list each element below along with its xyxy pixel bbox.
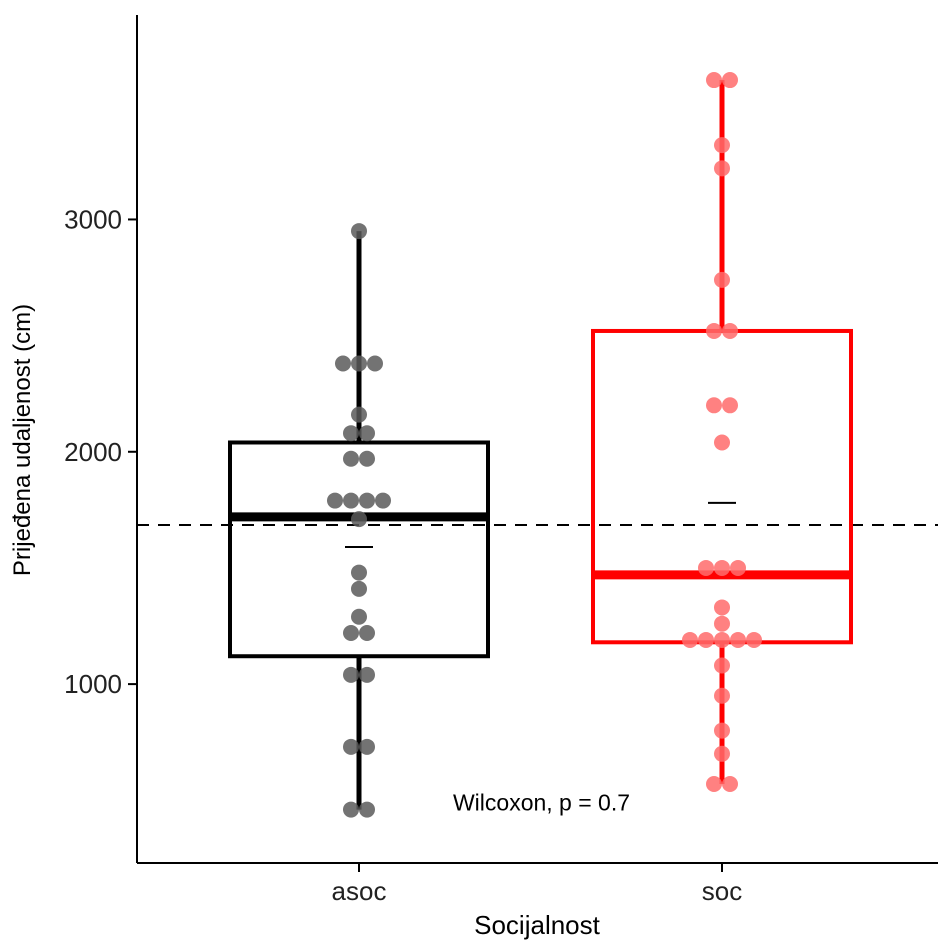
- data-point: [714, 631, 730, 648]
- group-soc: [591, 72, 853, 793]
- data-point: [698, 559, 714, 576]
- data-point: [351, 223, 367, 240]
- data-point: [343, 492, 359, 509]
- data-point: [343, 801, 359, 818]
- data-point: [714, 434, 730, 451]
- data-point: [351, 406, 367, 423]
- data-point: [343, 738, 359, 755]
- data-point: [722, 397, 738, 414]
- data-point: [367, 355, 383, 372]
- data-point: [351, 564, 367, 581]
- data-point: [714, 687, 730, 704]
- box-iqr: [228, 440, 490, 659]
- data-point: [359, 801, 375, 818]
- data-point: [359, 450, 375, 467]
- box-iqr: [591, 328, 853, 645]
- data-point: [714, 657, 730, 674]
- group-asoc: [228, 223, 490, 818]
- data-point: [722, 776, 738, 793]
- data-point: [698, 631, 714, 648]
- data-point: [335, 355, 351, 372]
- data-point: [359, 624, 375, 641]
- y-ticks: 1000 2000 3000: [64, 204, 137, 699]
- data-point: [706, 322, 722, 339]
- data-point: [343, 450, 359, 467]
- x-axis-label: Socijalnost: [474, 910, 601, 940]
- data-point: [730, 631, 746, 648]
- data-point: [351, 511, 367, 528]
- data-point: [746, 631, 762, 648]
- data-point: [706, 397, 722, 414]
- data-point: [359, 738, 375, 755]
- data-point: [714, 271, 730, 288]
- data-point: [714, 745, 730, 762]
- data-point: [351, 608, 367, 625]
- y-tick-label: 2000: [64, 437, 122, 467]
- data-point: [359, 492, 375, 509]
- data-point: [714, 160, 730, 177]
- y-tick-label: 3000: [64, 204, 122, 234]
- wilcoxon-annotation: Wilcoxon, p = 0.7: [453, 790, 630, 816]
- data-point: [714, 615, 730, 632]
- data-point: [343, 666, 359, 683]
- data-point: [714, 559, 730, 576]
- box-groups: [228, 72, 853, 818]
- data-point: [714, 599, 730, 616]
- y-tick-label: 1000: [64, 669, 122, 699]
- data-point: [343, 624, 359, 641]
- data-point: [351, 580, 367, 597]
- data-point: [351, 355, 367, 372]
- axes: [136, 15, 938, 864]
- data-point: [714, 722, 730, 739]
- data-point: [682, 631, 698, 648]
- data-point: [730, 559, 746, 576]
- data-point: [722, 72, 738, 89]
- data-point: [706, 72, 722, 89]
- x-tick-label: soc: [702, 876, 742, 906]
- y-axis-label: Prijeđena udaljenost (cm): [9, 304, 36, 576]
- data-point: [722, 322, 738, 339]
- data-point: [327, 492, 343, 509]
- data-point: [375, 492, 391, 509]
- data-point: [343, 425, 359, 442]
- data-point: [706, 776, 722, 793]
- data-point: [359, 666, 375, 683]
- data-point: [714, 137, 730, 154]
- x-tick-label: asoc: [332, 876, 387, 906]
- x-ticks: asoc soc: [332, 863, 742, 906]
- data-point: [359, 425, 375, 442]
